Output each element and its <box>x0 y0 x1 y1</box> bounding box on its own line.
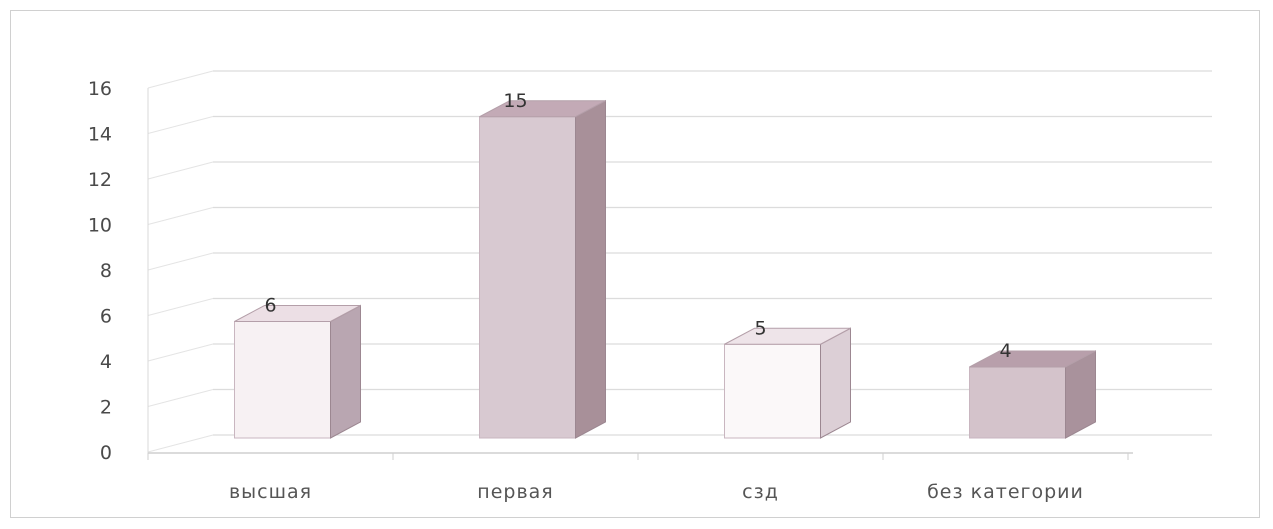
y-tick-label: 6 <box>100 306 112 328</box>
data-label: 5 <box>754 317 766 339</box>
x-category-label: первая <box>477 481 553 503</box>
bar-front <box>479 116 576 439</box>
data-label: 15 <box>503 90 527 112</box>
bar-top <box>969 350 1096 368</box>
bar <box>969 350 1096 439</box>
gridline-side <box>147 343 214 362</box>
y-tick-label: 14 <box>88 124 112 146</box>
gridline-side <box>147 207 214 225</box>
bar-side <box>820 327 851 439</box>
y-tick-label: 16 <box>88 78 112 100</box>
gridline-side <box>147 161 214 180</box>
y-tick-label: 4 <box>100 351 112 373</box>
y-tick-label: 10 <box>88 215 112 237</box>
y-tick-label: 0 <box>100 442 112 464</box>
y-tick-label: 8 <box>100 260 112 282</box>
x-category-label: высшая <box>229 481 312 503</box>
gridline-side <box>147 70 214 89</box>
data-label: 6 <box>264 295 276 317</box>
gridline-side <box>147 298 214 316</box>
bar-side <box>575 99 606 439</box>
x-category-label: без категории <box>927 481 1084 503</box>
y-tick-label: 12 <box>88 169 112 191</box>
bar-front <box>234 321 331 439</box>
data-label: 4 <box>999 340 1011 362</box>
bar-side <box>330 304 361 439</box>
gridline-side <box>147 252 214 271</box>
y-tick-label: 2 <box>100 397 112 419</box>
bar-top <box>479 100 606 118</box>
bar-front <box>969 366 1066 439</box>
bar <box>724 327 851 439</box>
gridline-side <box>147 116 214 134</box>
gridline-side <box>147 434 214 453</box>
bar <box>479 99 606 439</box>
bar-top <box>234 305 361 322</box>
bar-front <box>724 343 821 439</box>
x-category-label: сзд <box>742 481 779 503</box>
gridline-side <box>147 389 214 407</box>
bar <box>234 304 361 439</box>
bar-top <box>724 327 851 345</box>
